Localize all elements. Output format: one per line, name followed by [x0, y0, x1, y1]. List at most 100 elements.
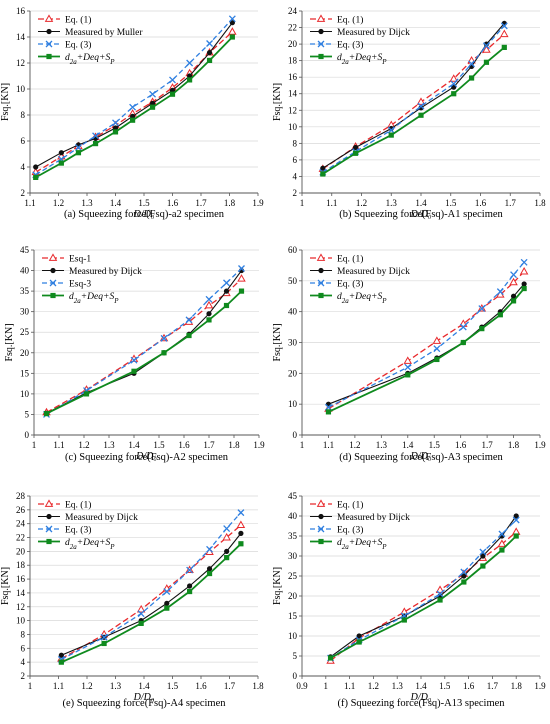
- data-point-eq3: [459, 323, 467, 331]
- y-tick-label: 12: [16, 58, 25, 68]
- data-point-eq3: [169, 76, 176, 84]
- data-point-green: [437, 597, 443, 603]
- data-point-green: [206, 570, 213, 577]
- legend-label-measured: Measured by Dijck: [65, 513, 138, 523]
- data-point-green: [497, 312, 503, 318]
- series-line-measured: [330, 515, 517, 658]
- data-point-green: [327, 655, 334, 661]
- data-point-green: [501, 44, 507, 50]
- data-point-measured: [510, 293, 517, 299]
- data-point-eq1: [136, 604, 146, 613]
- data-point-eq3: [149, 90, 157, 98]
- x-tick-label: 1.1: [53, 681, 64, 691]
- data-point-eq3: [100, 633, 108, 641]
- data-point-eq1: [500, 29, 509, 38]
- data-point-measured: [206, 566, 213, 572]
- y-axis-label: Fsq.[KN]: [0, 567, 11, 605]
- x-axis-label: D/D₀: [410, 451, 432, 462]
- y-tick-label: 6: [21, 643, 26, 653]
- y-tick-label: 6: [21, 136, 26, 146]
- legend-marker-eq1: [44, 14, 54, 22]
- y-tick-label: 30: [288, 551, 298, 561]
- data-point-green: [499, 547, 505, 553]
- x-tick-label: 1.3: [103, 440, 115, 450]
- legend-marker-measured: [50, 267, 56, 274]
- legend-marker-eq1: [48, 253, 58, 261]
- y-tick-label: 20: [288, 368, 298, 378]
- data-point-green: [58, 659, 64, 665]
- x-tick-label: 1.9: [534, 681, 546, 691]
- y-tick-label: 8: [293, 138, 298, 148]
- legend-marker-green: [46, 538, 52, 545]
- data-point-eq3: [223, 279, 230, 287]
- legend-label-measured: Measured by Dijck: [69, 267, 142, 277]
- y-tick-label: 40: [288, 511, 298, 521]
- data-point-eq3: [228, 15, 236, 23]
- data-point-measured: [206, 311, 212, 317]
- x-tick-label: 1.6: [178, 440, 190, 450]
- x-axis-label: D/D₀: [133, 209, 155, 220]
- data-point-eq3: [460, 568, 468, 576]
- data-point-green: [510, 298, 517, 304]
- data-point-measured: [461, 573, 467, 579]
- data-point-green: [460, 339, 466, 346]
- x-tick-label: 1.4: [128, 440, 140, 450]
- series-line-eq3: [35, 18, 233, 176]
- data-point-measured: [356, 633, 362, 639]
- data-point-measured: [58, 150, 64, 156]
- legend-marker-eq1: [316, 499, 326, 507]
- data-point-eq3: [324, 403, 332, 411]
- data-point-green: [483, 59, 490, 65]
- y-tick-label: 40: [20, 266, 30, 276]
- data-point-green: [461, 579, 467, 585]
- legend-label-green: d2a+Deq+SP: [65, 538, 115, 551]
- data-point-green: [131, 368, 137, 374]
- data-point-green: [479, 326, 485, 332]
- data-point-eq3: [482, 42, 490, 50]
- x-tick-label: 1.2: [53, 198, 64, 208]
- data-point-green: [229, 34, 235, 40]
- series-line-green: [61, 543, 242, 664]
- y-tick-label: 4: [21, 162, 26, 172]
- data-point-green: [480, 563, 486, 569]
- x-tick-label: 1: [28, 681, 33, 691]
- data-point-green: [206, 57, 213, 63]
- x-tick-label: 1.6: [455, 440, 467, 450]
- x-tick-label: 1.1: [326, 198, 337, 208]
- y-tick-label: 20: [16, 546, 26, 556]
- data-point-eq3: [112, 119, 119, 127]
- y-tick-label: 26: [16, 505, 26, 515]
- data-point-green: [418, 112, 424, 118]
- data-point-green: [101, 640, 107, 647]
- data-point-green: [164, 605, 170, 611]
- legend-label-eq1: Eq. (1): [337, 254, 363, 265]
- y-tick-label: 25: [288, 571, 298, 581]
- legend-marker-green: [318, 292, 324, 299]
- legend-label-eq1: Esq-1: [69, 255, 91, 265]
- data-point-measured: [58, 652, 64, 658]
- x-tick-label: 1.5: [138, 198, 150, 208]
- data-point-eq3: [185, 316, 193, 324]
- legend-label-green: d2a+Deq+SP: [69, 292, 119, 305]
- data-point-eq1: [482, 45, 491, 53]
- y-tick-label: 30: [20, 307, 30, 317]
- x-tick-label: 1.4: [138, 681, 150, 691]
- y-tick-label: 8: [21, 110, 26, 120]
- x-axis-label: D/D₀: [410, 692, 432, 703]
- x-tick-label: 1.6: [195, 681, 207, 691]
- data-point-green: [83, 391, 90, 397]
- data-point-eq3: [92, 132, 100, 140]
- data-point-green: [206, 317, 212, 323]
- data-point-eq3: [130, 356, 138, 364]
- data-point-eq3: [468, 60, 476, 68]
- y-tick-label: 18: [288, 56, 298, 66]
- chart-caption: (d) Squeezing force(Fsq)-A3 specimen: [339, 452, 503, 463]
- data-point-green: [75, 150, 82, 156]
- y-tick-label: 22: [16, 533, 25, 543]
- y-axis-label: Fsq.[KN]: [272, 83, 283, 121]
- legend-marker-green: [50, 292, 56, 299]
- y-tick-label: 16: [288, 72, 298, 82]
- x-tick-label: 1.8: [228, 440, 240, 450]
- data-point-eq3: [478, 305, 486, 313]
- data-point-eq3: [129, 103, 137, 111]
